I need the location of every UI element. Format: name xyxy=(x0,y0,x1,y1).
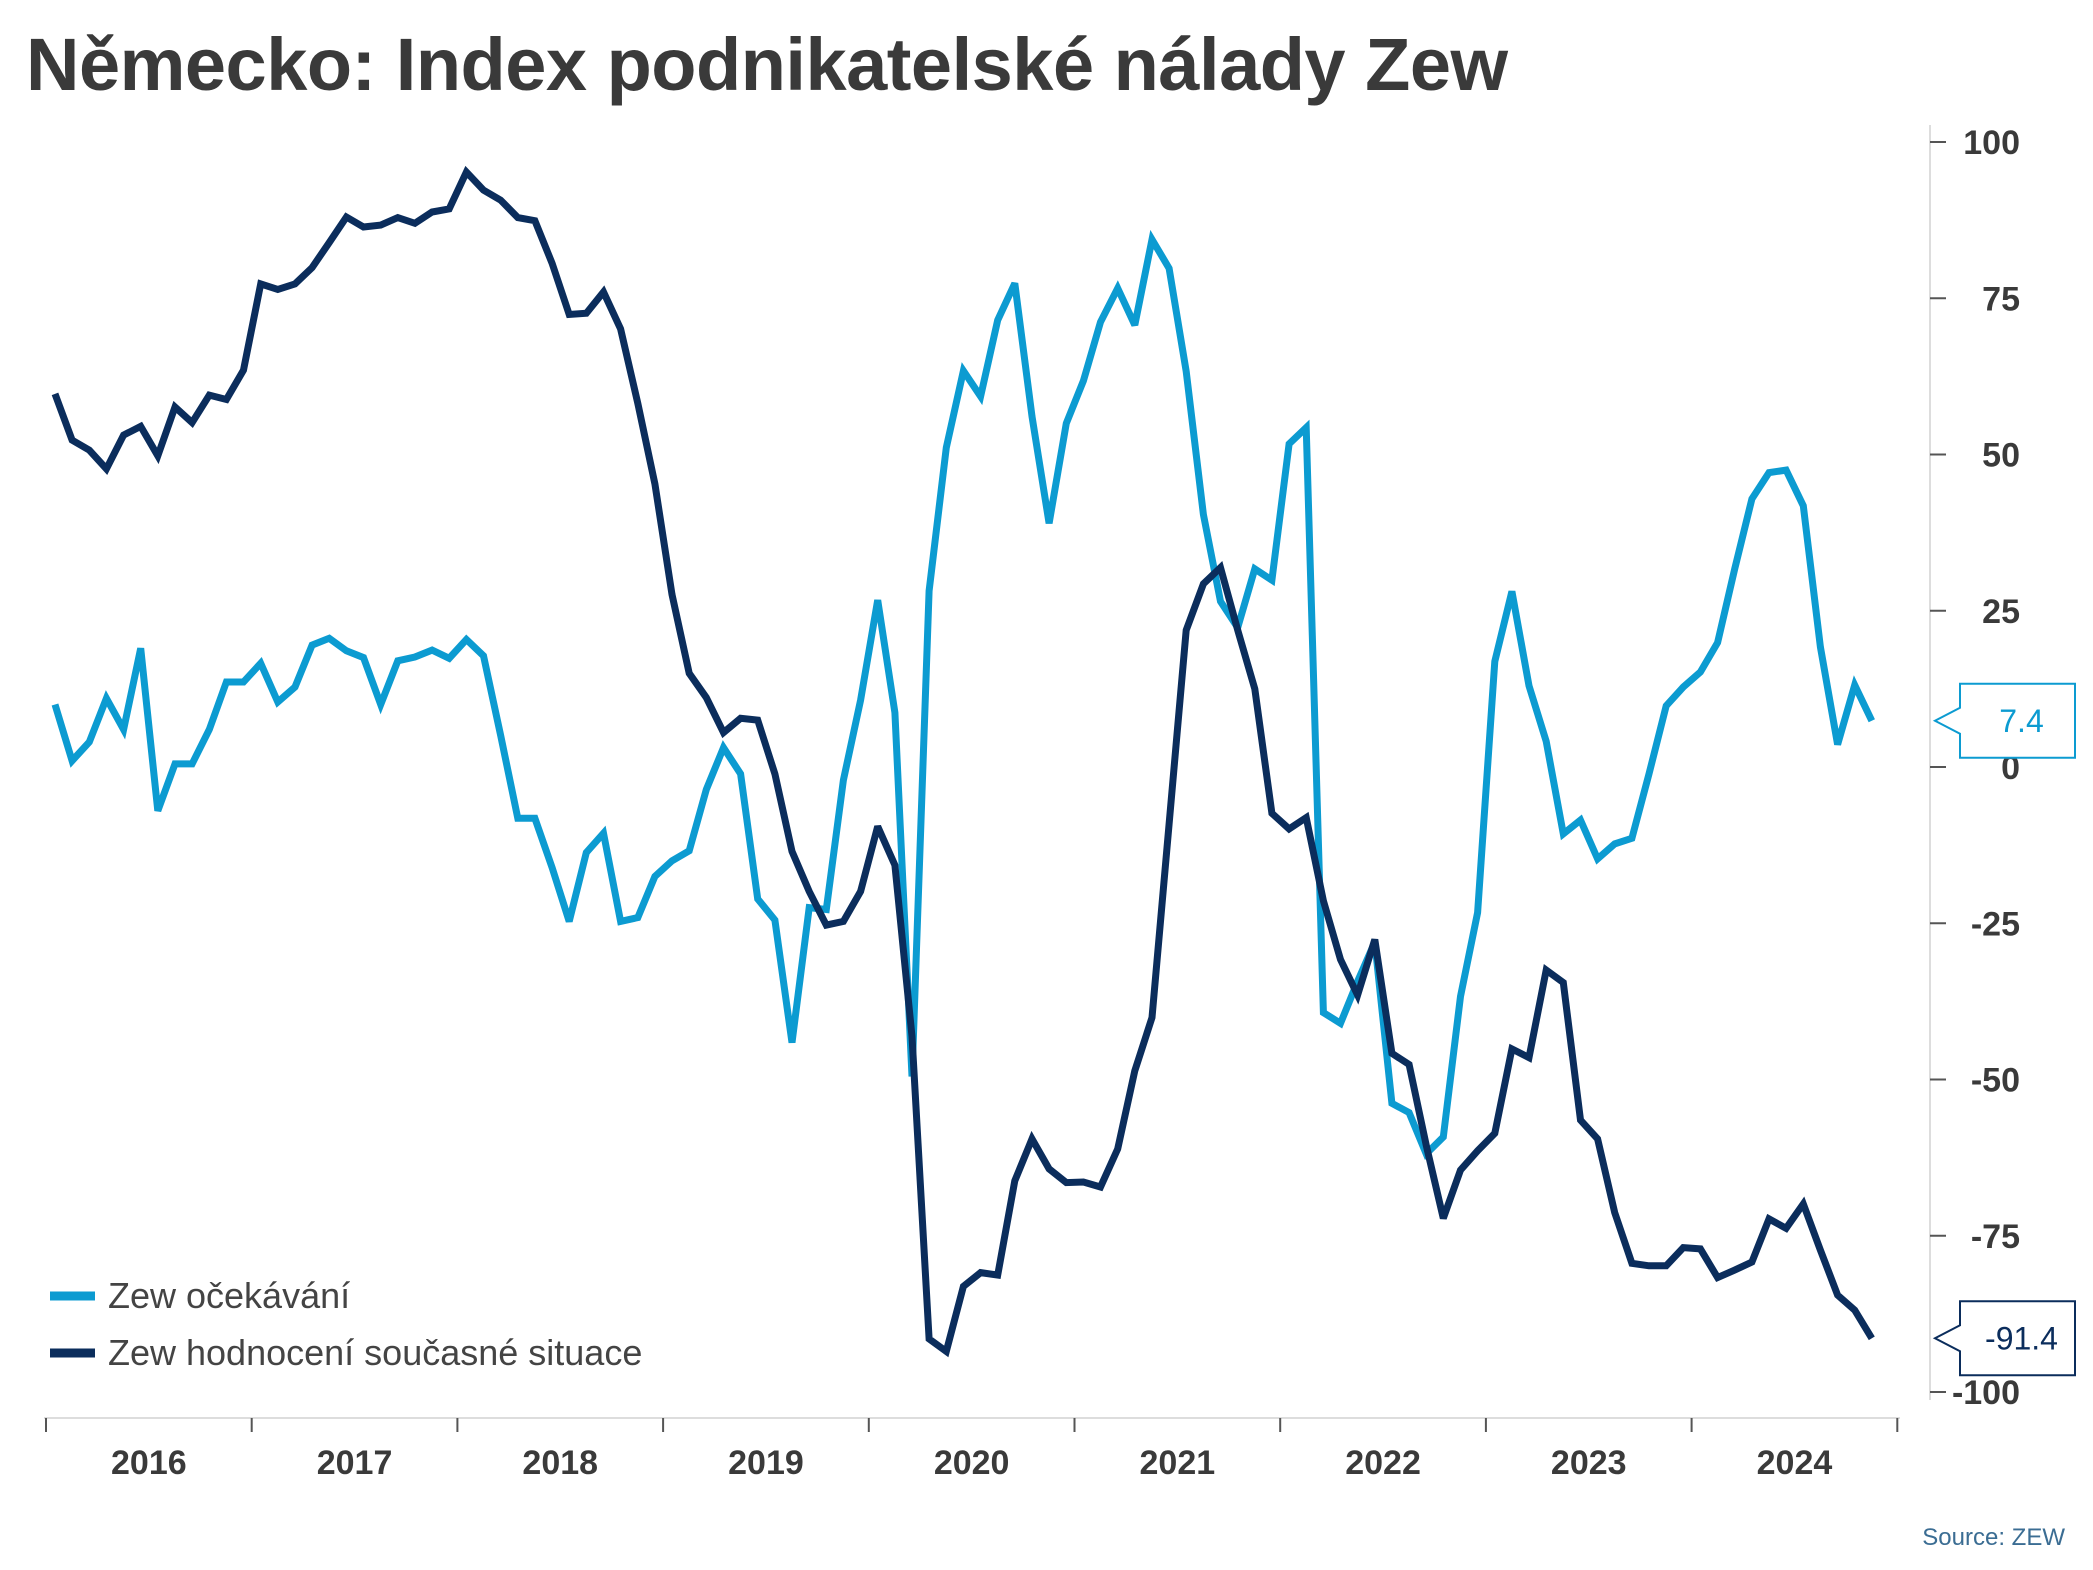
x-tick-label: 2017 xyxy=(317,1444,393,1482)
x-tick-label: 2020 xyxy=(934,1444,1010,1482)
y-tick-label: -100 xyxy=(1952,1374,2020,1412)
x-tick-label: 2021 xyxy=(1140,1444,1216,1482)
end-labels: 7.4 -91.4 xyxy=(1932,682,2076,1377)
series-layer xyxy=(51,165,1875,1358)
source-note: Source: ZEW xyxy=(1922,1524,2065,1551)
x-tick-label: 2024 xyxy=(1757,1444,1833,1482)
x-tick-label: 2016 xyxy=(111,1444,187,1482)
x-tick-label: 2023 xyxy=(1551,1444,1627,1482)
end-value-label: 7.4 xyxy=(1999,703,2043,739)
y-tick-label: 100 xyxy=(1963,124,2020,162)
y-tick-label: -25 xyxy=(1971,905,2020,943)
end-value-callout xyxy=(1932,1300,2076,1377)
legend-label: Zew hodnocení současné situace xyxy=(108,1332,642,1373)
y-tick-label: 25 xyxy=(1982,593,2020,631)
y-tick-label: -50 xyxy=(1971,1062,2020,1100)
x-tick-label: 2022 xyxy=(1345,1444,1421,1482)
x-tick-label: 2018 xyxy=(522,1444,598,1482)
y-tick-label: 50 xyxy=(1982,437,2020,475)
legend-label: Zew očekávání xyxy=(108,1275,350,1316)
series-line-1 xyxy=(51,165,1875,1358)
x-axis: 2016 2017 2018 2019 2020 2021 2022 2023 2024 xyxy=(44,1417,1900,1482)
end-value-label: -91.4 xyxy=(1985,1320,2058,1356)
y-tick-label: 75 xyxy=(1982,280,2020,318)
end-value-callout xyxy=(1932,682,2076,759)
y-tick-label: -75 xyxy=(1971,1218,2020,1256)
legend: Zew očekávání Zew hodnocení současné situ… xyxy=(50,1275,642,1373)
x-tick-label: 2019 xyxy=(728,1444,804,1482)
series-line-0 xyxy=(51,229,1875,1161)
chart-title: Německo: Index podnikatelské nálady Zew xyxy=(26,23,1508,106)
